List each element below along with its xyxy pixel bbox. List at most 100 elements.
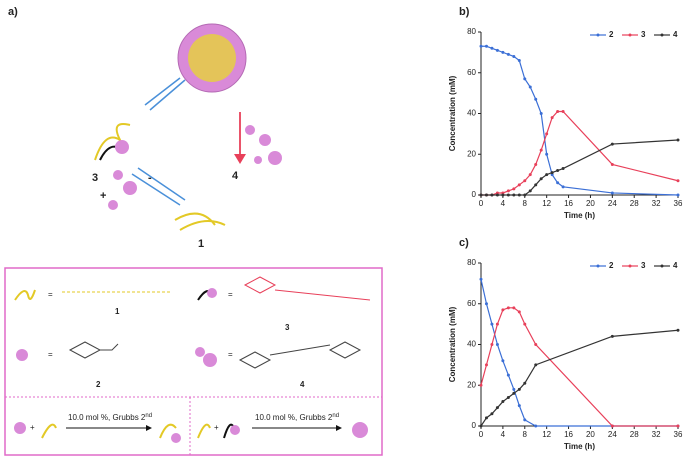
- equals: =: [228, 290, 233, 299]
- arrows: [131, 77, 186, 206]
- reaction-text: 10.0 mol %, Grubbs 2: [255, 413, 333, 422]
- point: [517, 387, 521, 391]
- point: [490, 322, 494, 326]
- x-tick-label: 4: [501, 199, 506, 208]
- point: [479, 424, 483, 428]
- point: [517, 404, 521, 408]
- x-tick-label: 8: [523, 430, 528, 439]
- point: [528, 189, 532, 193]
- point: [528, 85, 532, 89]
- point: [479, 277, 483, 281]
- point: [676, 424, 680, 428]
- point: [534, 97, 538, 101]
- legend-marker: [660, 264, 664, 268]
- point: [501, 359, 505, 363]
- point: [506, 189, 510, 193]
- x-tick-label: 20: [586, 199, 595, 208]
- point: [523, 381, 527, 385]
- arrow-head: [146, 425, 152, 431]
- point: [506, 193, 510, 197]
- point: [523, 193, 527, 197]
- label: -: [148, 172, 152, 184]
- legend-label: 2: [609, 261, 614, 270]
- point: [556, 169, 560, 173]
- point: [512, 193, 516, 197]
- chain: [174, 212, 226, 231]
- point: [528, 173, 532, 177]
- x-tick-label: 24: [608, 199, 617, 208]
- label: +: [100, 190, 106, 202]
- ball: [268, 151, 282, 165]
- point: [484, 302, 488, 306]
- x-tick-label: 8: [523, 199, 528, 208]
- point: [484, 193, 488, 197]
- x-tick-label: 32: [652, 430, 661, 439]
- legend-label: 4: [673, 30, 678, 39]
- point: [490, 193, 494, 197]
- point: [484, 44, 488, 48]
- point: [501, 50, 505, 54]
- legend-marker: [596, 33, 600, 37]
- structure: [243, 276, 371, 301]
- arrow-head: [234, 154, 246, 164]
- y-tick-label: 80: [467, 258, 476, 267]
- point: [545, 173, 549, 177]
- panel-label: c): [459, 237, 469, 249]
- point: [501, 400, 505, 404]
- plus: +: [214, 423, 219, 432]
- point: [479, 383, 483, 387]
- point: [610, 162, 614, 166]
- point: [545, 132, 549, 136]
- point: [676, 138, 680, 142]
- legend-marker: [628, 33, 632, 37]
- y-tick-label: 0: [472, 190, 477, 199]
- point: [495, 48, 499, 52]
- x-tick-label: 16: [564, 199, 573, 208]
- x-tick-label: 0: [479, 199, 484, 208]
- point: [561, 109, 565, 113]
- reaction-text: 10.0 mol %, Grubbs 2: [68, 413, 146, 422]
- label: 3: [92, 172, 98, 184]
- ball: [230, 425, 240, 435]
- point: [495, 343, 499, 346]
- y-tick-label: 80: [467, 27, 476, 36]
- point: [610, 191, 614, 195]
- label: 2: [96, 380, 101, 389]
- point: [490, 343, 494, 346]
- chain-icon: [197, 423, 211, 439]
- x-tick-label: 12: [542, 199, 551, 208]
- ball: [115, 140, 129, 154]
- point: [501, 308, 505, 312]
- ball: [352, 422, 368, 438]
- series-line: [481, 45, 679, 196]
- x-tick-label: 28: [630, 199, 639, 208]
- point: [534, 162, 538, 166]
- label: 3: [285, 323, 290, 332]
- ball: [203, 353, 217, 367]
- ball: [207, 288, 217, 298]
- y-axis-label: Concentration (mM): [448, 306, 457, 382]
- chain-icon: [41, 423, 57, 439]
- panel-label: b): [459, 6, 470, 18]
- reaction-sup: nd: [332, 413, 339, 419]
- legend-marker: [628, 264, 632, 268]
- label: 4: [232, 170, 239, 182]
- chain-icon: [14, 289, 36, 301]
- point: [495, 193, 499, 197]
- y-tick-label: 20: [467, 380, 476, 389]
- ball: [195, 347, 205, 357]
- legend-label: 2: [609, 30, 614, 39]
- point: [610, 142, 614, 146]
- series-line: [480, 329, 679, 427]
- point: [484, 363, 488, 367]
- legend-label: 3: [641, 261, 646, 270]
- series-line: [481, 139, 679, 196]
- point: [556, 109, 560, 113]
- point: [506, 395, 510, 399]
- point: [561, 167, 565, 171]
- chain: [94, 123, 131, 161]
- x-tick-label: 28: [630, 430, 639, 439]
- x-tick-label: 16: [564, 430, 573, 439]
- point: [479, 44, 483, 48]
- plus: +: [30, 423, 35, 432]
